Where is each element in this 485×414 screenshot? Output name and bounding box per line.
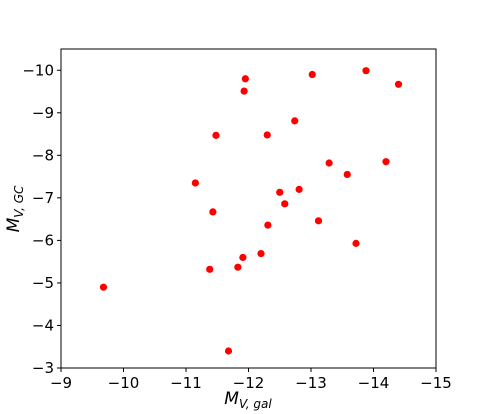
y-tick-label: −4	[32, 316, 54, 334]
data-point	[263, 131, 271, 139]
x-tick-label: −14	[358, 374, 390, 392]
y-axis-label-sub: V, GC	[12, 185, 26, 218]
data-point	[281, 200, 289, 208]
data-point	[343, 170, 351, 179]
data-point	[239, 253, 247, 262]
y-axis-label-main: M	[4, 217, 24, 232]
x-axis-label-sub: V, gal	[239, 397, 272, 411]
data-point	[264, 221, 272, 229]
data-point	[257, 249, 265, 258]
data-point	[325, 159, 333, 167]
plot-area-frame	[60, 48, 437, 369]
y-tick-label: −9	[32, 104, 54, 122]
data-point	[394, 80, 403, 88]
x-tick-label: −13	[295, 374, 327, 392]
x-tick-label: −11	[170, 374, 202, 392]
x-tick-label: −9	[50, 374, 72, 392]
data-point	[212, 131, 220, 139]
y-axis-label: MV, GC	[4, 185, 26, 232]
data-point	[224, 347, 233, 355]
data-point	[206, 265, 214, 273]
y-axis-ticks: −3 −4 −5 −6 −7 −8 −9 −10	[22, 61, 61, 377]
data-point	[99, 283, 108, 291]
y-tick-label: −3	[32, 359, 54, 377]
x-tick-label: −15	[420, 374, 452, 392]
x-axis-label-main: M	[224, 389, 239, 409]
data-point	[209, 208, 217, 216]
x-tick-label: −12	[233, 374, 265, 392]
x-axis-label: MV, gal	[224, 389, 272, 411]
data-point	[234, 263, 242, 271]
data-point	[295, 185, 303, 193]
data-point	[240, 87, 248, 95]
data-point	[191, 179, 199, 187]
data-point	[314, 217, 323, 225]
x-axis-ticks: −9 −10 −11 −12 −13 −14 −15	[50, 368, 452, 392]
data-point	[291, 117, 299, 125]
data-point	[382, 158, 390, 166]
y-tick-label: −7	[32, 189, 54, 207]
data-point	[308, 70, 316, 79]
y-tick-label: −8	[32, 146, 54, 164]
data-points	[99, 67, 403, 355]
data-point	[241, 75, 249, 83]
y-tick-label: −5	[32, 274, 54, 292]
data-point	[362, 67, 370, 75]
y-tick-label: −6	[32, 231, 54, 249]
x-tick-label: −10	[108, 374, 140, 392]
data-point	[352, 239, 360, 247]
data-point	[276, 188, 284, 196]
y-tick-label: −10	[22, 61, 54, 79]
